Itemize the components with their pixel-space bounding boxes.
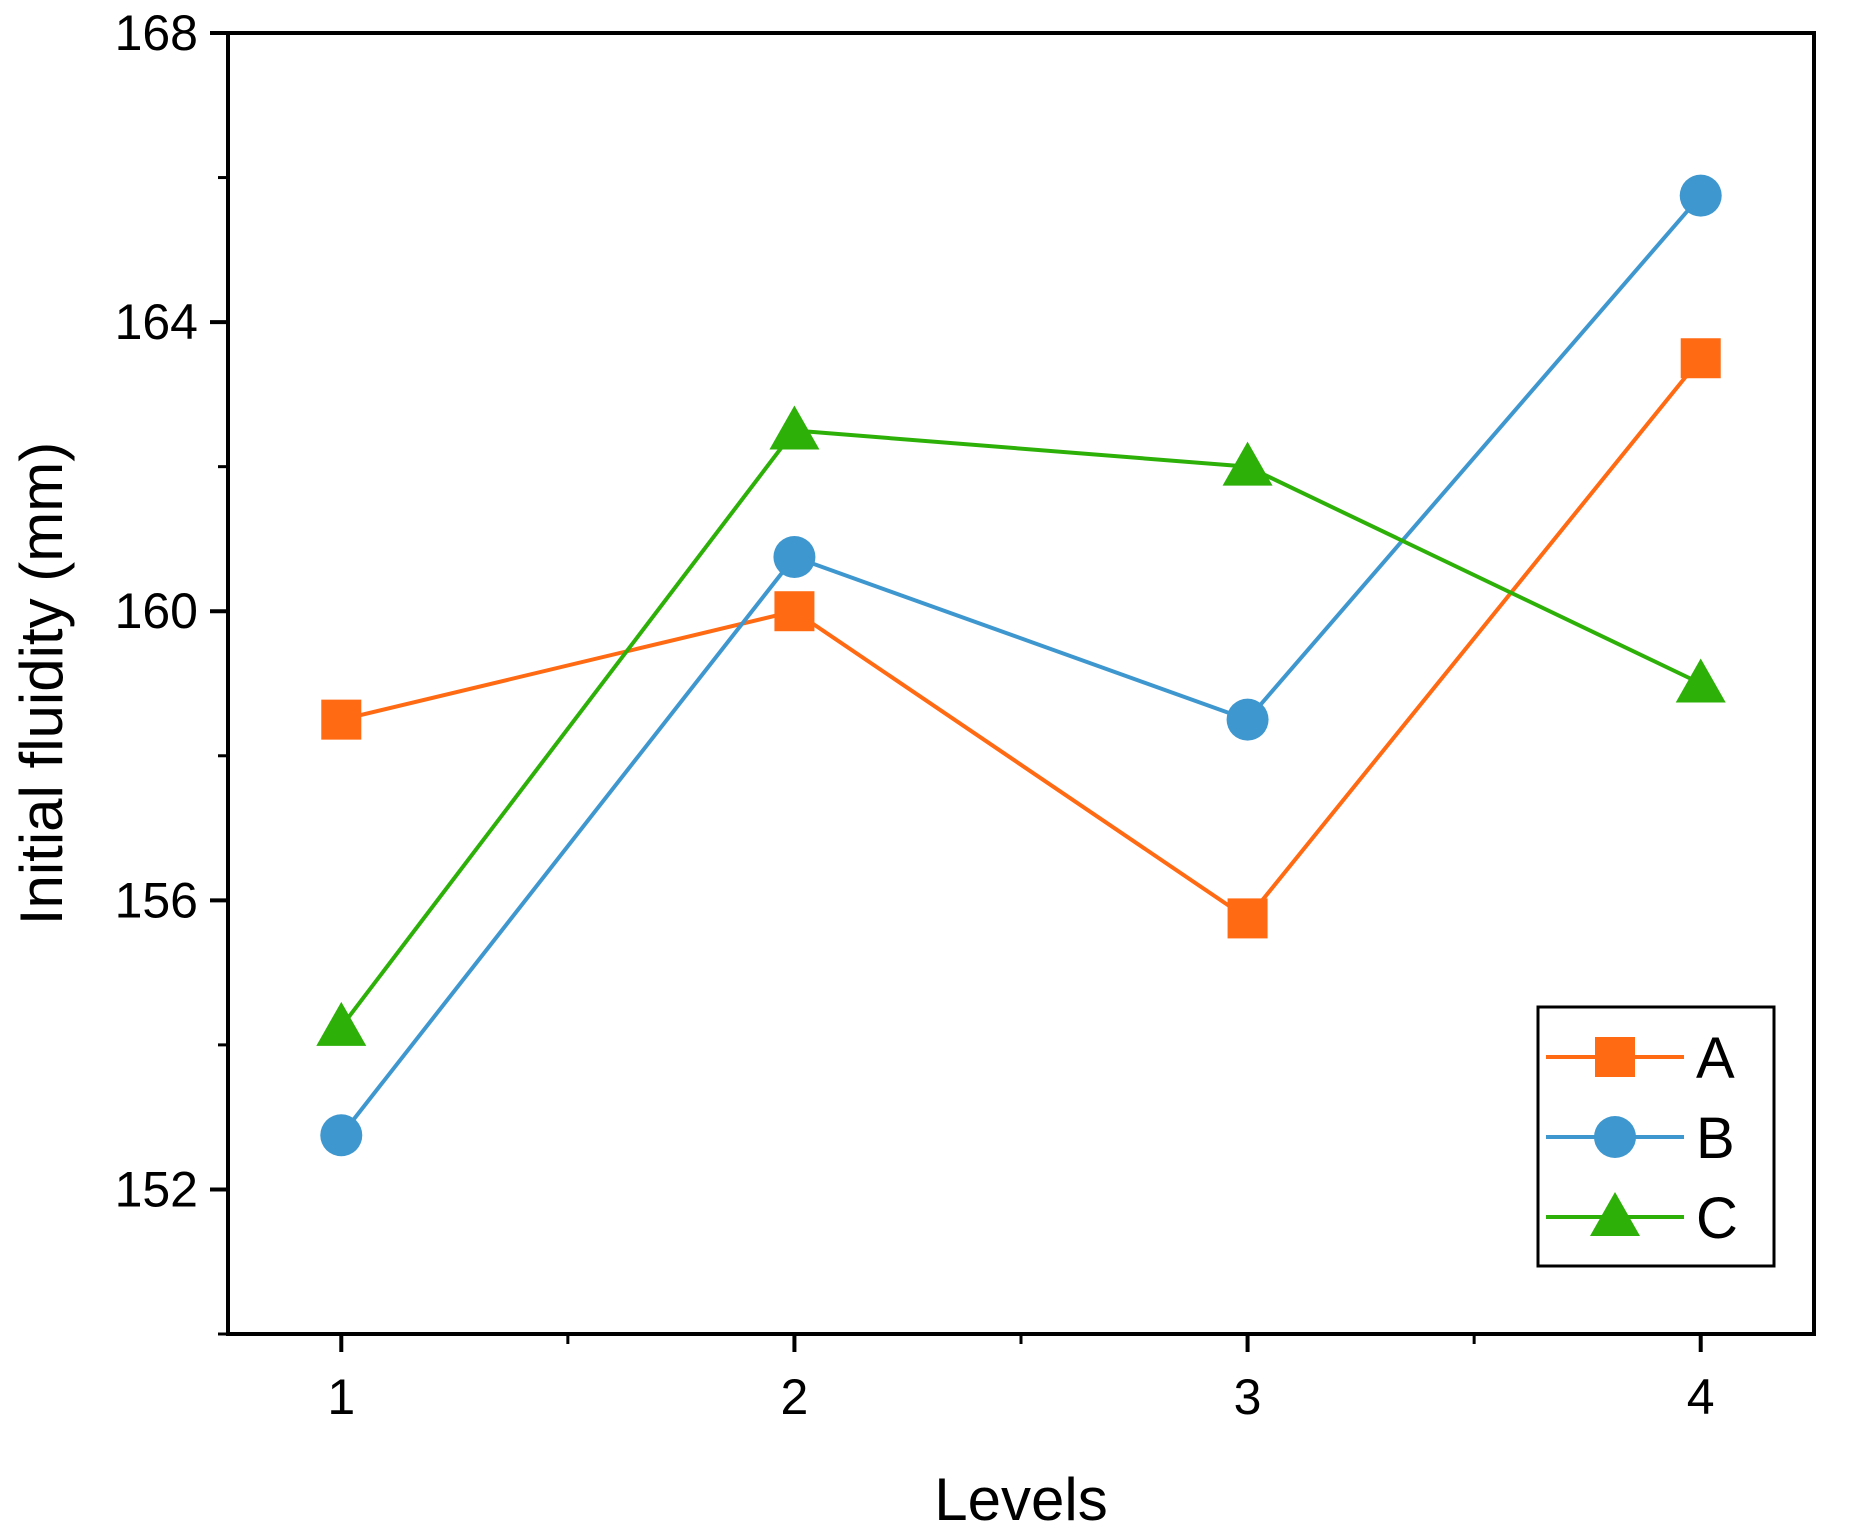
data-point-C bbox=[1675, 658, 1726, 703]
series-A bbox=[321, 338, 1721, 939]
y-axis-title: Initial fluidity (mm) bbox=[8, 442, 75, 925]
x-tick-label: 1 bbox=[327, 1369, 355, 1425]
data-point-B bbox=[773, 536, 816, 579]
y-tick-label: 168 bbox=[115, 5, 198, 61]
series-line-A bbox=[340, 356, 1703, 921]
legend-marker-A bbox=[1595, 1037, 1635, 1077]
x-tick-label: 3 bbox=[1234, 1369, 1262, 1425]
legend: ABC bbox=[1536, 1005, 1776, 1268]
y-tick-label: 156 bbox=[115, 872, 198, 928]
x-axis-title: Levels bbox=[934, 1466, 1107, 1533]
data-point-A bbox=[1680, 338, 1721, 379]
data-point-B bbox=[1679, 174, 1722, 217]
legend-marker-C bbox=[1590, 1192, 1640, 1236]
data-point-A bbox=[321, 699, 362, 740]
data-point-B bbox=[1226, 698, 1269, 741]
series-line-C bbox=[339, 428, 1702, 1029]
data-point-A bbox=[774, 591, 815, 632]
data-point-C bbox=[316, 1001, 367, 1046]
x-tick-label: 2 bbox=[781, 1369, 809, 1425]
legend-label: C bbox=[1696, 1186, 1738, 1251]
series-C bbox=[316, 405, 1726, 1046]
y-tick-label: 160 bbox=[115, 583, 198, 639]
x-tick-label: 4 bbox=[1687, 1369, 1715, 1425]
series-group bbox=[316, 174, 1726, 1157]
data-point-C bbox=[1222, 441, 1273, 486]
legend-item-C: C bbox=[1546, 1186, 1738, 1251]
x-axis: 1 2 3 4 bbox=[327, 1334, 1715, 1425]
legend-marker-B bbox=[1594, 1116, 1636, 1158]
data-point-C bbox=[769, 405, 820, 450]
legend-item-B: B bbox=[1546, 1106, 1735, 1171]
series-B bbox=[320, 174, 1722, 1157]
data-point-B bbox=[320, 1114, 363, 1157]
series-line-B bbox=[339, 194, 1703, 1137]
legend-label: B bbox=[1696, 1106, 1735, 1171]
y-axis: 152 156 160 164 168 bbox=[115, 5, 228, 1336]
y-tick-label: 152 bbox=[115, 1161, 198, 1217]
y-tick-label: 164 bbox=[115, 294, 198, 350]
legend-label: A bbox=[1696, 1026, 1735, 1091]
data-point-A bbox=[1227, 898, 1268, 939]
legend-item-A: A bbox=[1546, 1026, 1735, 1091]
